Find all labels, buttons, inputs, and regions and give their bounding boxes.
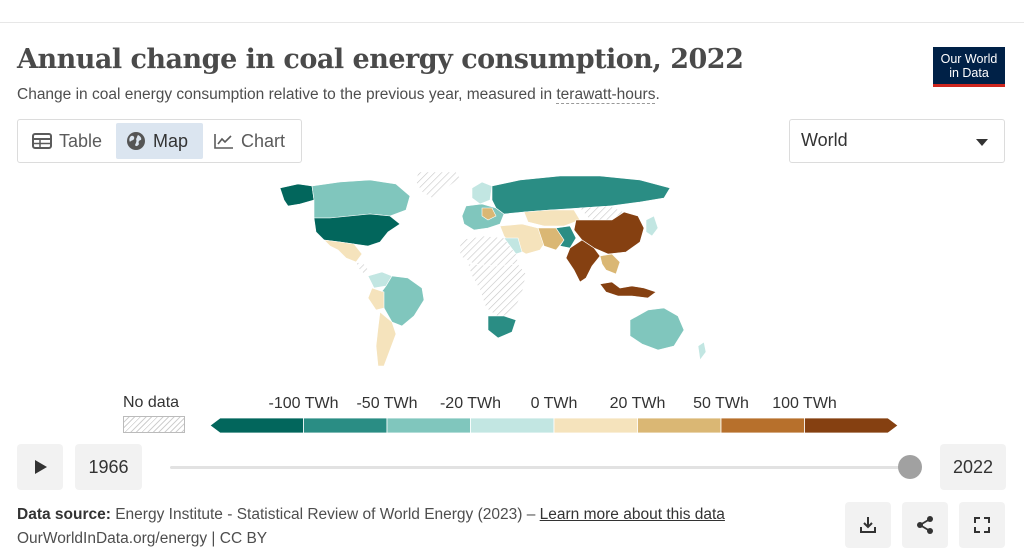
map-india[interactable] bbox=[565, 239, 601, 283]
play-button[interactable] bbox=[17, 444, 63, 490]
download-button[interactable] bbox=[845, 502, 891, 548]
download-icon bbox=[860, 517, 876, 533]
tab-table[interactable]: Table bbox=[22, 123, 118, 159]
learn-more-link[interactable]: Learn more about this data bbox=[539, 506, 725, 523]
legend-tick-label: -50 TWh bbox=[356, 395, 417, 412]
map-australia[interactable] bbox=[629, 307, 685, 351]
legend-bin-1[interactable] bbox=[303, 417, 388, 434]
legend-bin-4[interactable] bbox=[553, 417, 638, 434]
view-tabs: Table Map Chart bbox=[17, 119, 302, 163]
map-central-america[interactable] bbox=[355, 261, 371, 275]
start-year-box[interactable]: 1966 bbox=[75, 444, 142, 490]
owid-logo[interactable]: Our World in Data bbox=[933, 47, 1005, 87]
legend-tick-label: 100 TWh bbox=[772, 395, 837, 412]
legend-bin-2[interactable] bbox=[386, 417, 471, 434]
timeline-track[interactable] bbox=[170, 466, 910, 469]
map-scandinavia[interactable] bbox=[471, 181, 493, 205]
legend-tick-label: 20 TWh bbox=[610, 395, 666, 412]
tab-map-label: Map bbox=[153, 130, 189, 151]
timeline-controls: 1966 2022 bbox=[0, 444, 1024, 490]
map-iran[interactable] bbox=[537, 227, 565, 251]
tab-chart-label: Chart bbox=[241, 130, 286, 151]
color-legend: -100 TWh -50 TWh -20 TWh 0 TWh 20 TWh 50 TWh 1… bbox=[210, 395, 899, 434]
legend-tick-label: 0 TWh bbox=[531, 395, 578, 412]
play-icon bbox=[35, 460, 47, 474]
end-year-box[interactable]: 2022 bbox=[940, 444, 1006, 490]
legend-tick-label: -100 TWh bbox=[269, 395, 339, 412]
legend-bin-6[interactable] bbox=[720, 417, 805, 434]
globe-icon bbox=[127, 132, 145, 150]
footer-url[interactable]: OurWorldInData.org/energy | CC BY bbox=[17, 530, 268, 547]
subtitle-text: Change in coal energy consumption relati… bbox=[17, 86, 557, 103]
tab-map[interactable]: Map bbox=[116, 123, 203, 159]
map-central-africa[interactable] bbox=[467, 263, 527, 319]
data-source: Data source: Energy Institute - Statisti… bbox=[17, 506, 725, 524]
chart-title: Annual change in coal energy consumption… bbox=[17, 44, 744, 75]
tab-chart[interactable]: Chart bbox=[204, 123, 300, 159]
legend-tick-label: 50 TWh bbox=[693, 395, 749, 412]
entity-select[interactable]: World bbox=[789, 119, 1005, 163]
line-chart-icon bbox=[214, 134, 233, 149]
share-button[interactable] bbox=[902, 502, 948, 548]
logo-line-1: Our World bbox=[940, 52, 998, 66]
unit-definition-link[interactable]: terawatt-hours bbox=[556, 86, 656, 104]
map-canada[interactable] bbox=[311, 179, 411, 219]
no-data-label: No data bbox=[123, 394, 180, 411]
top-divider bbox=[0, 22, 1024, 23]
logo-line-2: in Data bbox=[949, 66, 989, 80]
entity-select-value: World bbox=[801, 130, 848, 150]
timeline-thumb[interactable] bbox=[898, 455, 922, 479]
source-label: Data source: bbox=[17, 506, 111, 523]
tab-table-label: Table bbox=[59, 130, 103, 151]
legend-bin-7[interactable] bbox=[804, 417, 899, 434]
map-greenland[interactable] bbox=[415, 171, 461, 199]
fullscreen-button[interactable] bbox=[959, 502, 1005, 548]
map-egypt[interactable] bbox=[503, 237, 523, 255]
map-poland-germany[interactable] bbox=[481, 207, 497, 221]
chart-subtitle: Change in coal energy consumption relati… bbox=[17, 86, 660, 104]
world-map bbox=[279, 171, 707, 367]
map-indonesia[interactable] bbox=[599, 281, 657, 299]
source-text: Energy Institute - Statistical Review of… bbox=[115, 506, 540, 523]
map-peru[interactable] bbox=[367, 287, 385, 311]
map-japan-korea[interactable] bbox=[645, 215, 659, 237]
subtitle-suffix: . bbox=[655, 86, 660, 103]
legend-bin-0[interactable] bbox=[210, 417, 304, 434]
share-icon bbox=[917, 516, 933, 534]
legend-bin-3[interactable] bbox=[470, 417, 555, 434]
table-icon bbox=[32, 133, 52, 149]
map-new-zealand[interactable] bbox=[697, 341, 707, 361]
no-data-swatch bbox=[123, 416, 185, 433]
map-south-africa[interactable] bbox=[487, 315, 517, 339]
chevron-down-icon bbox=[976, 139, 988, 146]
fullscreen-icon bbox=[974, 517, 990, 533]
legend-bin-5[interactable] bbox=[637, 417, 722, 434]
map-russia[interactable] bbox=[491, 175, 671, 215]
map-southeast-asia[interactable] bbox=[599, 253, 621, 275]
legend-tick-label: -20 TWh bbox=[440, 395, 501, 412]
map-kazakhstan[interactable] bbox=[523, 209, 581, 227]
map-argentina[interactable] bbox=[375, 311, 397, 367]
map-alaska[interactable] bbox=[279, 183, 315, 207]
